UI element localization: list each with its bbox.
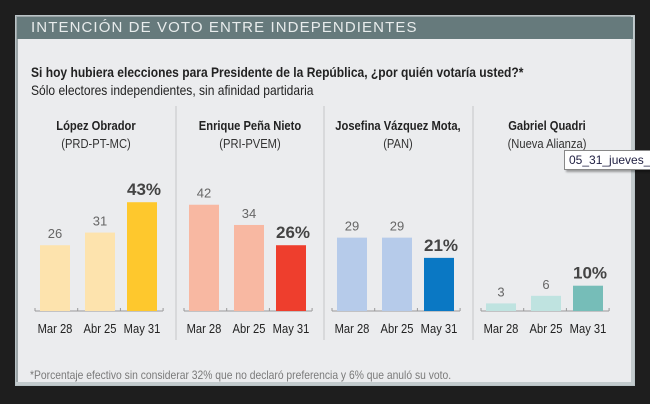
- candidate-party: (Nueva Alianza): [508, 136, 587, 151]
- candidate-party: (PRI-PVEM): [219, 136, 280, 151]
- bar: [382, 237, 412, 311]
- bar: [127, 202, 157, 311]
- data-label: 31: [93, 214, 107, 229]
- data-label: 6: [542, 277, 549, 292]
- candidate-name: López Obrador: [56, 118, 136, 133]
- data-label: 3: [497, 284, 504, 299]
- x-tick-label: May 31: [273, 321, 310, 336]
- x-tick-label: Mar 28: [38, 321, 73, 336]
- bar: [85, 232, 115, 311]
- infographic-frame: INTENCIÓN DE VOTO ENTRE INDEPENDIENTES S…: [15, 15, 635, 386]
- data-label: 29: [345, 219, 359, 234]
- data-label: 21%: [424, 236, 458, 255]
- survey-subtitle: Sólo electores independientes, sin afini…: [31, 82, 314, 98]
- footnote: *Porcentaje efectivo sin considerar 32% …: [30, 368, 452, 382]
- x-tick-label: Mar 28: [484, 321, 519, 336]
- candidate-party: (PRD-PT-MC): [61, 136, 130, 151]
- data-label: 29: [390, 219, 404, 234]
- candidate-name: Josefina Vázquez Mota,: [335, 118, 460, 133]
- x-tick-label: Abr 25: [381, 321, 414, 336]
- bar: [486, 303, 516, 311]
- data-label: 43%: [127, 180, 161, 199]
- tooltip: 05_31_jueves_: [564, 150, 650, 170]
- x-tick-label: Abr 25: [84, 321, 117, 336]
- bar: [40, 245, 70, 311]
- bar: [234, 224, 264, 311]
- header-title: INTENCIÓN DE VOTO ENTRE INDEPENDIENTES: [17, 17, 633, 39]
- data-label: 26%: [276, 223, 310, 242]
- data-label: 42: [197, 186, 211, 201]
- bar: [573, 285, 603, 311]
- data-label: 34: [242, 206, 256, 221]
- x-tick-label: Mar 28: [187, 321, 222, 336]
- bar: [189, 204, 219, 311]
- bar: [531, 295, 561, 311]
- data-label: 26: [48, 226, 62, 241]
- x-tick-label: Mar 28: [335, 321, 370, 336]
- bar: [337, 237, 367, 311]
- x-tick-label: May 31: [124, 321, 161, 336]
- x-tick-label: Abr 25: [530, 321, 563, 336]
- x-tick-label: May 31: [570, 321, 607, 336]
- bar: [276, 245, 306, 311]
- candidate-name: Enrique Peña Nieto: [199, 118, 301, 133]
- bar: [424, 257, 454, 311]
- x-tick-label: Abr 25: [233, 321, 266, 336]
- x-tick-label: May 31: [421, 321, 458, 336]
- data-label: 10%: [573, 264, 607, 283]
- frame-border: [16, 16, 634, 385]
- survey-question: Si hoy hubiera elecciones para President…: [31, 64, 524, 80]
- candidate-party: (PAN): [383, 136, 413, 151]
- candidate-name: Gabriel Quadri: [508, 118, 586, 133]
